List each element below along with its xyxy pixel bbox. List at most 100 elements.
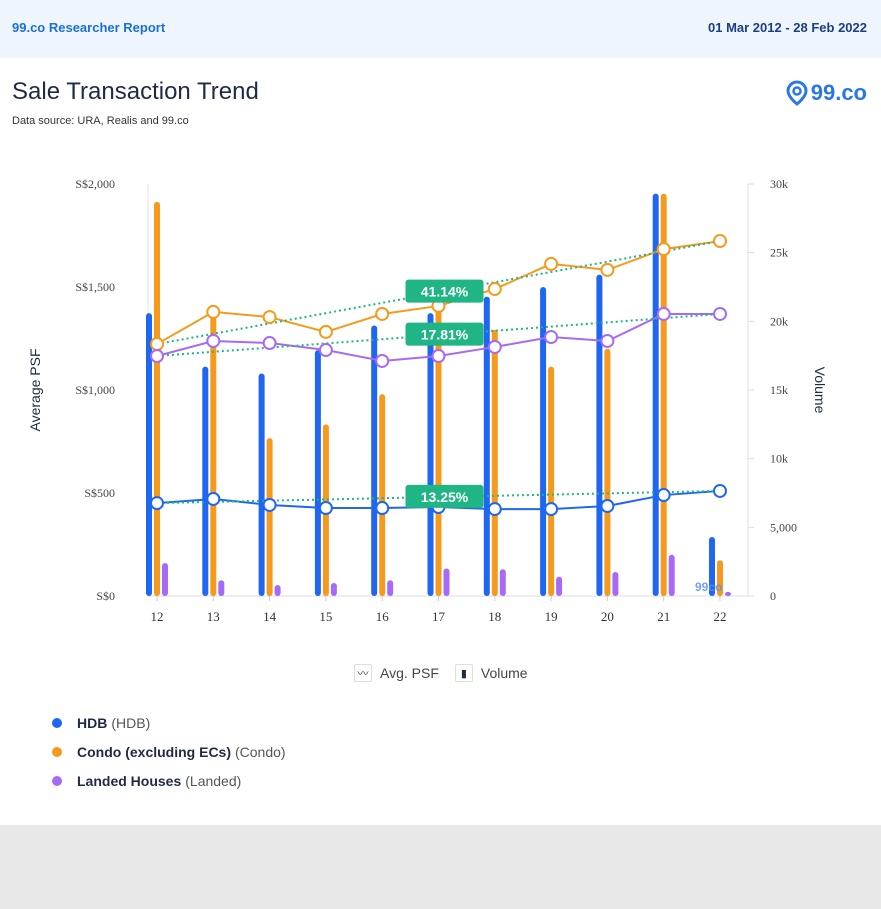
- left-tick-label: S$2,000: [75, 177, 115, 191]
- legend-name: HDB: [77, 714, 108, 731]
- trend-badge-label: 13.25%: [421, 489, 469, 505]
- x-tick-label: 12: [151, 609, 164, 624]
- psf-point-condo: [544, 256, 559, 271]
- location-pin-icon: [786, 80, 808, 106]
- psf-point-landed: [150, 349, 164, 364]
- right-tick-label: 30k: [770, 177, 788, 191]
- x-tick-label: 18: [488, 609, 501, 624]
- volume-bar-landed: [387, 580, 394, 596]
- volume-bar-hdb: [146, 313, 152, 596]
- volume-bar-hdb: [202, 366, 209, 596]
- right-tick-label: 20k: [770, 314, 788, 328]
- psf-point-hdb: [544, 502, 559, 517]
- volume-bar-landed: [443, 568, 450, 596]
- psf-point-hdb: [262, 497, 277, 512]
- x-tick-label: 21: [657, 609, 670, 624]
- footer-band: [0, 825, 881, 909]
- psf-point-landed: [544, 330, 559, 345]
- psf-point-landed: [262, 336, 277, 351]
- trend-line-landed: [156, 312, 721, 358]
- trend-badge-condo: [405, 279, 484, 303]
- x-tick-label: 15: [319, 609, 332, 624]
- left-tick-label: S$1,500: [75, 280, 115, 294]
- left-tick-label: S$0: [96, 589, 115, 603]
- report-title: 99.co Researcher Report: [12, 20, 166, 35]
- volume-bar-landed: [725, 591, 731, 596]
- series-legend: HDB (HDB) Condo (excluding ECs) (Condo) …: [52, 708, 286, 795]
- psf-point-hdb: [150, 496, 164, 511]
- volume-bar-hdb: [427, 313, 434, 596]
- psf-point-condo: [713, 234, 727, 249]
- volume-bar-landed: [612, 571, 619, 596]
- volume-bar-landed: [162, 563, 168, 596]
- line-chart-icon: 〰: [354, 664, 372, 682]
- volume-bar-condo: [266, 438, 273, 596]
- psf-point-condo: [318, 324, 333, 339]
- psf-point-landed: [375, 353, 390, 368]
- volume-bar-condo: [491, 329, 498, 596]
- psf-point-landed: [206, 333, 221, 348]
- volume-bar-hdb: [540, 287, 547, 596]
- volume-bar-condo: [154, 201, 160, 596]
- x-tick-label: 14: [263, 609, 277, 624]
- right-axis-title: Volume: [812, 367, 828, 414]
- volume-bar-condo: [604, 348, 611, 596]
- volume-bar-landed: [274, 585, 281, 596]
- legend-dot-icon: [52, 775, 62, 786]
- x-tick-label: 17: [432, 609, 446, 624]
- legend-short: (Condo): [235, 743, 286, 760]
- psf-point-condo: [206, 304, 221, 319]
- volume-bar-hdb: [709, 536, 715, 596]
- volume-bar-condo: [717, 560, 723, 596]
- sale-transaction-chart: S$0 S$500 S$1,000 S$1,500 S$2,000 0 5,000 10k 15…: [27, 177, 828, 624]
- psf-point-condo: [656, 242, 671, 257]
- psf-point-hdb: [600, 498, 615, 513]
- volume-bar-landed: [499, 569, 506, 596]
- volume-bar-hdb: [652, 193, 659, 596]
- trend-badge-hdb: [405, 484, 484, 508]
- x-tick-label: 19: [545, 609, 558, 624]
- legend-item-hdb[interactable]: HDB (HDB): [52, 708, 286, 737]
- volume-bar-hdb: [483, 296, 490, 596]
- volume-bar-condo: [379, 394, 386, 596]
- right-tick-label: 5,000: [770, 520, 797, 534]
- psf-point-landed: [431, 349, 446, 364]
- volume-bar-landed: [556, 576, 563, 596]
- legend-item-condo[interactable]: Condo (excluding ECs) (Condo): [52, 737, 286, 766]
- psf-point-landed: [318, 343, 333, 358]
- report-header-bar: 99.co Researcher Report 01 Mar 2012 - 28…: [0, 0, 881, 58]
- toggle-avg-psf-label: Avg. PSF: [380, 665, 439, 681]
- volume-bar-hdb: [596, 274, 603, 596]
- right-tick-label: 0: [770, 589, 776, 603]
- left-tick-label: S$500: [84, 486, 115, 500]
- volume-bar-hdb: [371, 325, 378, 596]
- toggle-avg-psf[interactable]: 〰 Avg. PSF: [354, 664, 439, 682]
- legend-item-landed[interactable]: Landed Houses (Landed): [52, 766, 286, 795]
- right-tick-label: 10k: [770, 452, 788, 466]
- volume-bar-condo: [435, 303, 442, 596]
- volume-bar-landed: [330, 582, 337, 596]
- bar-chart-icon: ▮: [454, 664, 473, 682]
- psf-point-hdb: [487, 502, 502, 517]
- page-title: Sale Transaction Trend: [12, 78, 259, 105]
- volume-bar-landed: [218, 580, 225, 596]
- legend-short: (Landed): [185, 772, 242, 789]
- toggle-volume-label: Volume: [480, 665, 528, 681]
- chart-type-legend: 〰 Avg. PSF ▮ Volume: [354, 664, 536, 682]
- psf-point-landed: [487, 339, 502, 354]
- date-range: 01 Mar 2012 - 28 Feb 2022: [708, 20, 867, 35]
- psf-point-hdb: [318, 501, 333, 516]
- legend-short: (HDB): [111, 714, 151, 731]
- psf-point-condo: [262, 310, 277, 325]
- logo: 99.co: [786, 80, 867, 106]
- volume-bar-condo: [210, 310, 217, 596]
- volume-bar-landed: [668, 554, 675, 596]
- psf-point-condo: [150, 337, 164, 352]
- psf-point-hdb: [206, 491, 221, 506]
- toggle-volume[interactable]: ▮ Volume: [454, 664, 528, 682]
- trend-badge-label: 17.81%: [421, 327, 469, 343]
- trend-badge-label: 41.14%: [421, 284, 469, 300]
- logo-text: 99.co: [810, 80, 867, 105]
- psf-point-landed: [600, 333, 615, 348]
- x-tick-label: 20: [601, 609, 614, 624]
